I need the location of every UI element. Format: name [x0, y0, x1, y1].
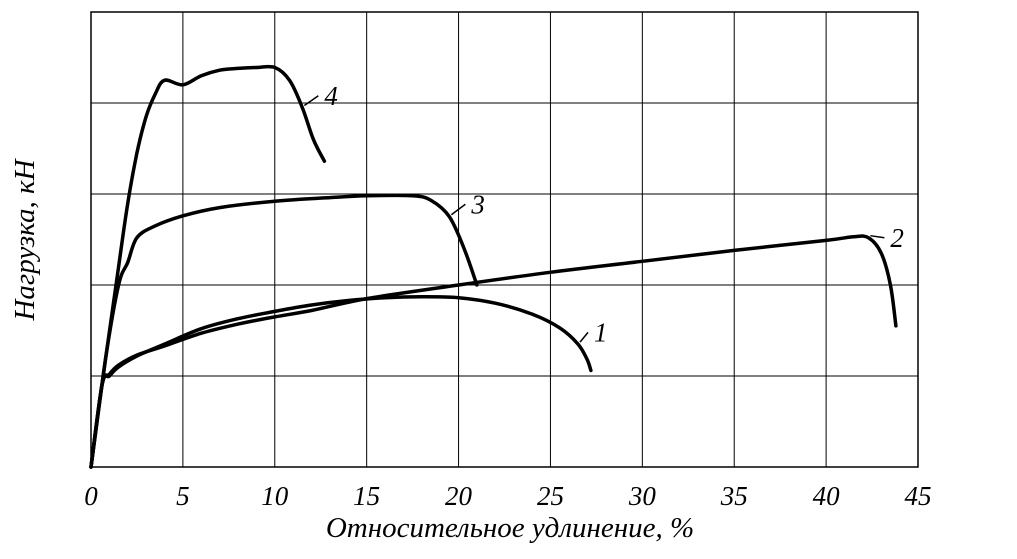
series-label-4: 4	[324, 81, 338, 111]
series-label-1: 1	[594, 317, 608, 347]
series-leader-2	[870, 234, 885, 239]
x-tick-label: 40	[813, 481, 841, 511]
series-line-4	[89, 64, 327, 469]
x-tick-label: 25	[537, 481, 564, 511]
series-line-2	[89, 234, 898, 469]
x-tick-label: 15	[353, 481, 380, 511]
series-leader-3	[450, 203, 466, 216]
series-leader-4	[303, 95, 319, 107]
x-tick-label: 45	[905, 481, 932, 511]
series-leader-1	[579, 331, 589, 343]
series-line-3	[89, 193, 479, 469]
y-axis-label: Нагрузка, кН	[9, 157, 41, 321]
x-tick-label: 20	[445, 481, 473, 511]
x-tick-label: 10	[261, 481, 289, 511]
x-tick-label: 0	[84, 481, 98, 511]
series-line-1	[89, 295, 593, 469]
curve-labels: 1 2 3 4	[303, 81, 904, 347]
x-tick-labels: 0 5 10 15 20 25 30 35 40 45	[84, 481, 931, 511]
plot-frame	[90, 11, 919, 468]
x-tick-label: 35	[720, 481, 748, 511]
curves	[89, 64, 898, 469]
x-axis-label: Относительное удлинение, %	[326, 512, 694, 544]
series-label-2: 2	[890, 223, 904, 253]
x-tick-label: 5	[176, 481, 190, 511]
grid	[90, 12, 919, 467]
x-tick-label: 30	[628, 481, 657, 511]
series-label-3: 3	[470, 189, 485, 219]
